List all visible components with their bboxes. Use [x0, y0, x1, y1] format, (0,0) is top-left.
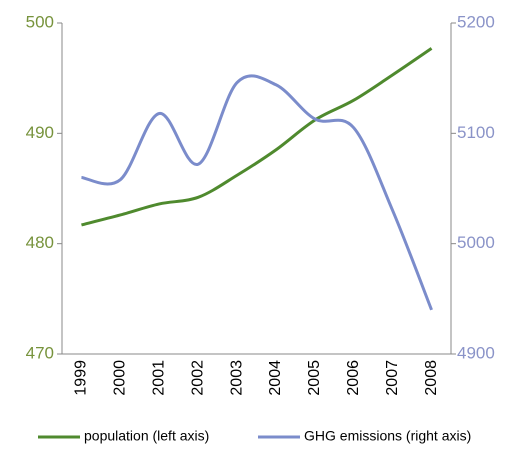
y2-tick-label: 4900 [457, 343, 495, 362]
y-tick-label: 470 [26, 343, 54, 362]
x-tick-label: 2008 [423, 360, 440, 396]
x-tick-label: 2001 [150, 360, 167, 396]
y2-tick-label: 5000 [457, 233, 495, 252]
y2-tick-label: 5100 [457, 123, 495, 142]
x-tick-label: 2005 [306, 360, 323, 396]
x-tick-label: 2004 [267, 360, 284, 396]
x-tick-label: 2000 [112, 360, 129, 396]
x-tick-label: 2007 [384, 360, 401, 396]
y-tick-label: 490 [26, 123, 54, 142]
y-tick-label: 500 [26, 12, 54, 31]
y-tick-label: 480 [26, 233, 54, 252]
series-line [81, 74, 433, 311]
x-tick-label: 1999 [73, 360, 90, 396]
x-tick-label: 2003 [228, 360, 245, 396]
series-line [81, 47, 433, 227]
legend-label: GHG emissions (right axis) [304, 428, 471, 444]
x-tick-label: 2006 [345, 360, 362, 396]
x-tick-label: 2002 [189, 360, 206, 396]
legend-label: population (left axis) [84, 428, 209, 444]
y2-tick-label: 5200 [457, 12, 495, 31]
